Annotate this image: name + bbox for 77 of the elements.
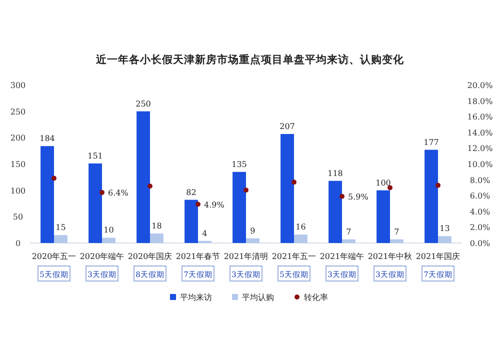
point (196, 202, 200, 207)
y2-tick-label: 8.0% (470, 176, 491, 185)
data-label: 7 (346, 227, 352, 236)
data-label: 184 (40, 134, 55, 144)
legend-label: 平均认购 (242, 293, 274, 302)
bar (342, 239, 356, 243)
y2-tick-label: 4.0% (470, 207, 491, 216)
y2-tick-label: 20.0% (467, 81, 494, 90)
data-label: 4.9% (204, 200, 225, 210)
x-tick-label: 2021年国庆 (416, 252, 460, 261)
point (52, 176, 56, 181)
y2-tick-label: 6.0% (470, 192, 491, 201)
y2-tick-label: 0.0% (470, 239, 491, 248)
bar (40, 146, 54, 243)
bar (294, 234, 308, 243)
y2-tick-label: 16.0% (467, 112, 494, 122)
point (436, 182, 440, 188)
data-label: 118 (328, 168, 343, 178)
data-label: 15 (56, 223, 66, 232)
bar (150, 234, 164, 243)
point (292, 180, 296, 185)
data-label: 16 (296, 222, 306, 232)
data-label: 151 (88, 151, 103, 160)
bar (136, 111, 150, 243)
y2-tick-label: 2.0% (470, 223, 491, 232)
bar (424, 150, 438, 243)
y2-tick-label: 14.0% (467, 128, 494, 138)
x-tick-label: 2021年春节 (176, 252, 220, 261)
y-tick-label: 50 (12, 212, 24, 222)
data-label: 207 (280, 122, 295, 131)
y-tick-label: 0 (15, 239, 21, 248)
bar (376, 190, 390, 243)
y2-tick-label: 10.0% (467, 160, 494, 169)
y-tick-label: 150 (10, 160, 26, 169)
data-label: 135 (232, 160, 247, 169)
bar (232, 172, 246, 243)
legend-label: 转化率 (304, 293, 328, 302)
x-tick-label: 2020年国庆 (128, 252, 172, 261)
bar (280, 134, 294, 243)
point (340, 194, 344, 199)
x-tick-label: 2021年清明 (224, 252, 268, 261)
data-label: 250 (136, 99, 151, 108)
x-tick-label: 2021年中秋 (368, 252, 412, 261)
bar (184, 200, 198, 243)
data-label: 18 (152, 222, 162, 231)
point (100, 190, 104, 195)
y2-tick-label: 12.0% (467, 144, 494, 154)
bar (54, 235, 68, 243)
data-label: 82 (186, 188, 196, 197)
x-tick-label: 2020年五一 (32, 252, 76, 261)
data-label: 6.4% (108, 188, 129, 198)
data-label: 13 (440, 224, 450, 234)
data-label: 5.9% (348, 192, 369, 202)
x-tick-label: 2021年端午 (320, 252, 364, 261)
bar (102, 238, 116, 243)
bar (438, 236, 452, 243)
data-label: 9 (250, 226, 256, 236)
bar (328, 180, 342, 243)
y-tick-label: 300 (10, 81, 26, 90)
point (244, 188, 248, 193)
chart-title: 近一年各小长假天津新房市场重点项目单盘平均来访、认购变化 (95, 53, 405, 66)
y2-tick-label: 18.0% (467, 96, 494, 106)
data-label: 10 (104, 226, 114, 235)
y-tick-label: 200 (10, 134, 26, 143)
point (148, 184, 152, 189)
data-label: 4 (202, 228, 208, 238)
bar (246, 238, 260, 243)
data-label: 100 (376, 178, 391, 188)
data-label: 177 (424, 138, 439, 147)
bar (88, 163, 102, 243)
x-tick-label: 2020年端午 (80, 252, 124, 261)
x-tick-label: 2021年五一 (272, 252, 316, 261)
bar (390, 239, 404, 243)
y-tick-label: 250 (10, 107, 26, 116)
data-label: 7 (394, 227, 400, 236)
legend-label: 平均来访 (180, 293, 212, 302)
y-tick-label: 100 (10, 186, 26, 196)
